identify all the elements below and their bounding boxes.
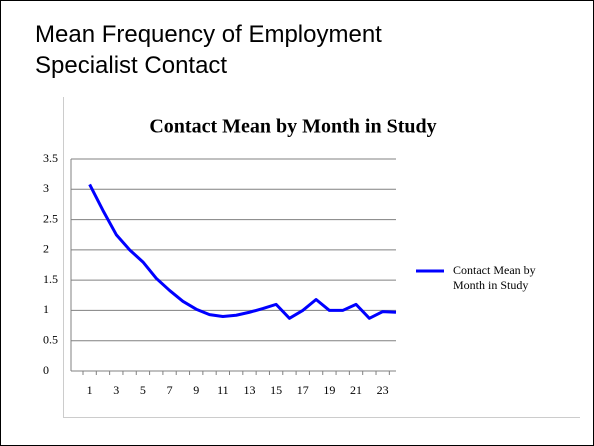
- x-tick-label: 3: [113, 383, 119, 397]
- x-tick-label: 15: [270, 383, 282, 397]
- chart-frame: [63, 97, 580, 418]
- x-tick-label: 1: [87, 383, 93, 397]
- y-tick-label: 3: [43, 181, 49, 195]
- y-tick-label: 0: [43, 363, 49, 377]
- x-tick-label: 9: [193, 383, 199, 397]
- slide-title: Mean Frequency of Employment Specialist …: [35, 21, 382, 79]
- x-tick-label: 11: [217, 383, 229, 397]
- y-tick-label: 2.5: [43, 211, 58, 225]
- x-tick-label: 13: [243, 383, 255, 397]
- x-tick-label: 17: [297, 383, 309, 397]
- y-tick-label: 3.5: [43, 151, 58, 165]
- y-tick-label: 0.5: [43, 332, 58, 346]
- x-tick-label: 23: [377, 383, 389, 397]
- data-line: [88, 183, 397, 320]
- legend-label: Contact Mean by Month in Study: [453, 263, 536, 292]
- x-tick-label: 7: [167, 383, 173, 397]
- y-tick-label: 2: [43, 242, 49, 256]
- y-tick-label: 1: [43, 302, 49, 316]
- y-tick-label: 1.5: [43, 272, 58, 286]
- x-tick-label: 5: [140, 383, 146, 397]
- x-tick-label: 21: [350, 383, 362, 397]
- x-tick-label: 19: [323, 383, 335, 397]
- chart-title: Contact Mean by Month in Study: [149, 116, 436, 138]
